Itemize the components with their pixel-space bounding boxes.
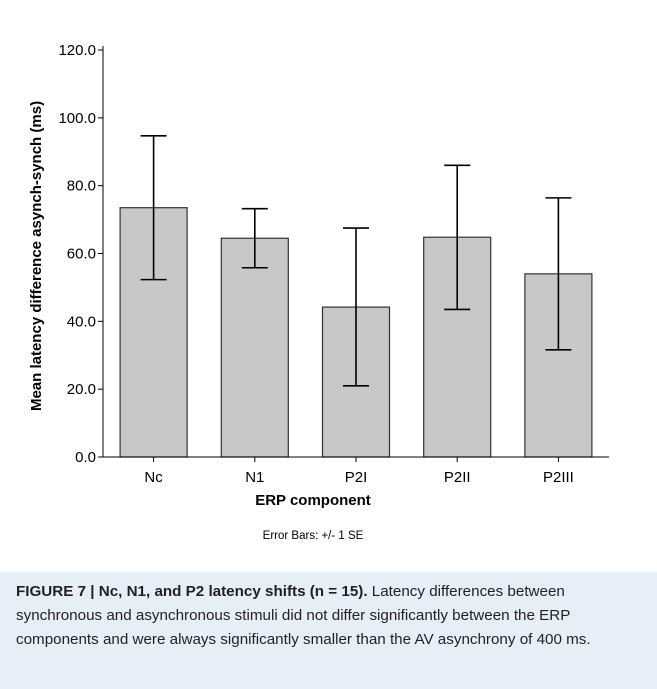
x-tick-label-Nc: Nc xyxy=(144,469,163,486)
x-tick-label-P2II: P2II xyxy=(444,469,471,486)
figure-caption: FIGURE 7 | Nc, N1, and P2 latency shifts… xyxy=(16,580,644,652)
y-axis-label: Mean latency difference asynch-synch (ms… xyxy=(28,101,45,411)
bar-N1 xyxy=(220,237,289,458)
y-tick-label: 120.0 xyxy=(58,42,96,59)
x-axis-label: ERP component xyxy=(255,492,371,509)
y-tick-label: 80.0 xyxy=(67,178,96,195)
y-tick-label: 60.0 xyxy=(67,246,96,263)
caption-text: Latency differences between synchronous … xyxy=(16,583,591,648)
error-bars-note: Error Bars: +/- 1 SE xyxy=(263,530,364,542)
caption-label: FIGURE 7 | Nc, N1, and P2 latency shifts… xyxy=(16,583,368,600)
axes-layer: Nc N1 P2I P2II P2III 0.0 20.0 40.0 60.0 80.0 100.0… xyxy=(58,42,609,486)
y-tick-label: 100.0 xyxy=(58,110,96,127)
y-tick-label: 20.0 xyxy=(67,381,96,398)
x-tick-label-P2I: P2I xyxy=(345,469,368,486)
x-tick-label-N1: N1 xyxy=(245,469,264,486)
y-tick-label: 40.0 xyxy=(67,313,96,330)
x-tick-label-P2III: P2III xyxy=(543,469,574,486)
error-bars-layer xyxy=(140,135,572,387)
bar-chart: Nc N1 P2I P2II P2III 0.0 20.0 40.0 60.0 80.0 100.0… xyxy=(28,42,609,542)
plot-area: Nc N1 P2I P2II P2III 0.0 20.0 40.0 60.0 80.0 100.0… xyxy=(0,0,657,572)
y-tick-label: 0.0 xyxy=(75,449,96,466)
